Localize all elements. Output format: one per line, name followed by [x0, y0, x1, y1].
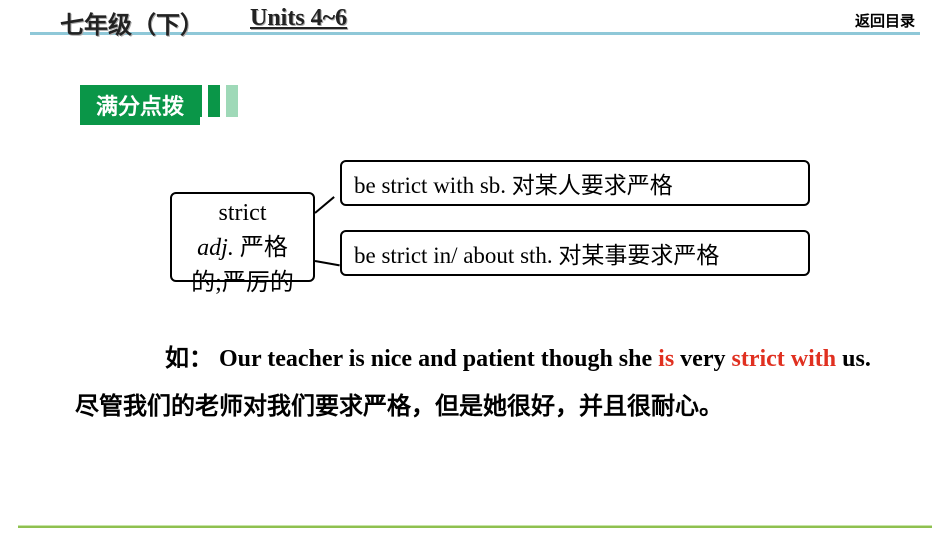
example-cn: 尽管我们的老师对我们要求严格，但是她很好，并且很耐心。	[75, 394, 723, 420]
root-cn1: 严格	[234, 235, 288, 261]
page-header: 七年级（下） Units 4~6 返回目录	[0, 5, 950, 35]
back-to-toc-link[interactable]: 返回目录	[855, 10, 915, 31]
diagram-branch-2: be strict in/ about sth. 对某事要求严格	[340, 230, 810, 276]
root-pos: adj.	[197, 235, 234, 261]
example-highlight-2: strict with	[731, 346, 836, 372]
example-highlight-1: is	[658, 346, 674, 372]
tip-badge-stripes	[190, 85, 238, 117]
stripe	[190, 85, 202, 117]
stripe	[208, 85, 220, 117]
concept-diagram: strict adj. 严格 的;严厉的 be strict with sb. …	[170, 160, 830, 315]
diagram-edge	[314, 196, 334, 214]
footer-divider	[18, 525, 932, 528]
example-en1: Our teacher is nice and patient though s…	[213, 346, 658, 372]
example-lead: 如：	[165, 346, 213, 372]
tip-badge-label: 满分点拨	[80, 85, 200, 125]
units-label: Units 4~6	[250, 5, 347, 32]
example-en3: us.	[836, 346, 871, 372]
stripe	[226, 85, 238, 117]
diagram-branch-1: be strict with sb. 对某人要求严格	[340, 160, 810, 206]
grade-label: 七年级（下）	[60, 5, 204, 40]
diagram-edge	[315, 260, 340, 266]
root-word-en: strict	[172, 200, 313, 227]
root-cn2: 的;严厉的	[191, 270, 294, 296]
tip-badge: 满分点拨	[80, 85, 200, 125]
example-en2: very	[674, 346, 731, 372]
example-text: 如： Our teacher is nice and patient thoug…	[75, 335, 890, 431]
diagram-root-node: strict adj. 严格 的;严厉的	[170, 192, 315, 282]
